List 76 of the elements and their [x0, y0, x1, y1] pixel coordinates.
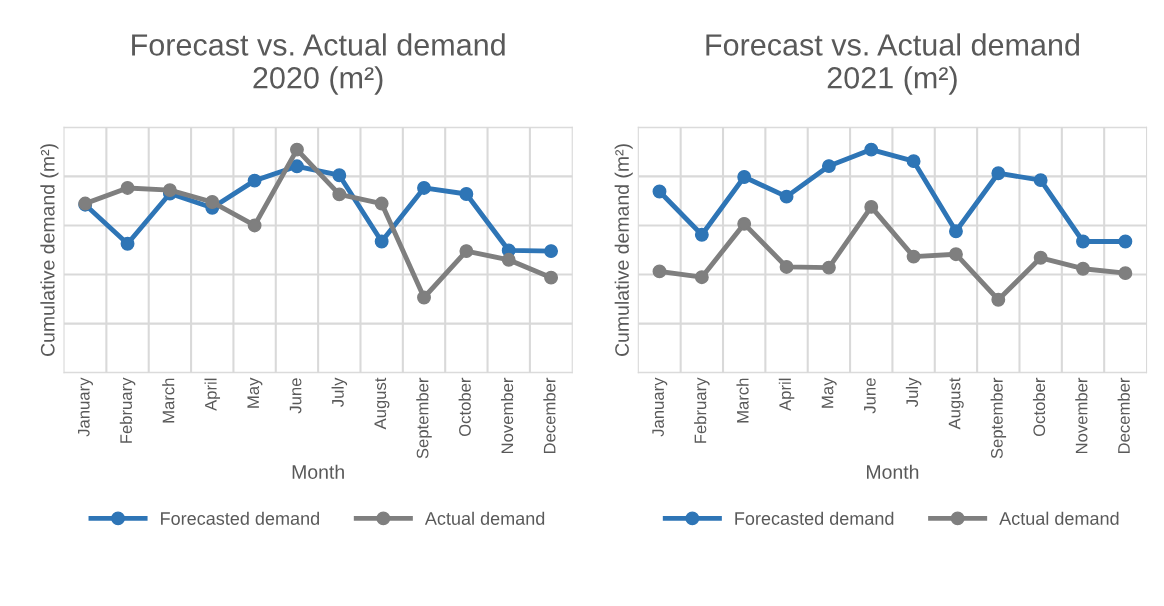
- x-tick-label: August: [374, 377, 390, 430]
- point: [501, 252, 516, 267]
- point: [949, 224, 963, 239]
- x-tick-label: June: [289, 378, 302, 414]
- point: [120, 181, 135, 195]
- chart-title: Forecast vs. Actual demand 2021 (m²): [706, 33, 1079, 95]
- point: [864, 142, 879, 157]
- point: [417, 181, 431, 195]
- point: [290, 142, 304, 157]
- x-tick-label: May: [821, 377, 837, 408]
- point: [332, 168, 347, 183]
- point: [1076, 234, 1090, 249]
- point: [821, 159, 836, 174]
- x-tick-label: April: [778, 378, 795, 411]
- point: [821, 260, 836, 275]
- point: [290, 159, 304, 174]
- x-tick-label: September: [990, 377, 1007, 459]
- point: [1033, 250, 1048, 265]
- x-tick-label: September: [416, 377, 432, 459]
- x-tick-label: February: [119, 377, 136, 443]
- point: [374, 234, 389, 249]
- x-tick-label: January: [78, 377, 93, 437]
- point: [459, 244, 474, 259]
- x-tick-label: October: [458, 377, 471, 437]
- point: [544, 244, 559, 259]
- x-axis-title: Month: [292, 464, 344, 479]
- x-tick-label: August: [948, 377, 964, 430]
- x-tick-label: November: [500, 377, 514, 454]
- point: [694, 227, 709, 242]
- point: [459, 187, 474, 201]
- x-tick-label: July: [905, 377, 922, 407]
- x-tick-label: November: [1075, 377, 1088, 454]
- point: [737, 216, 752, 231]
- legend-label: Forecasted demand: [735, 511, 894, 525]
- point: [652, 184, 667, 199]
- x-tick-label: June: [864, 378, 876, 414]
- point: [652, 264, 667, 279]
- point: [205, 195, 220, 209]
- point: [991, 292, 1006, 307]
- x-tick-label: April: [204, 378, 221, 411]
- x-tick-label: May: [247, 377, 263, 408]
- point: [779, 259, 794, 274]
- x-tick-label: July: [331, 377, 348, 407]
- x-axis-title: Month: [867, 464, 919, 479]
- point: [1033, 173, 1048, 188]
- point: [332, 187, 347, 202]
- x-tick-label: October: [1032, 377, 1046, 437]
- point: [417, 290, 431, 305]
- point: [247, 218, 262, 233]
- y-axis-title: Cumulative demand (m²): [614, 144, 633, 356]
- point: [247, 173, 262, 188]
- point: [949, 247, 963, 262]
- point: [779, 189, 794, 204]
- x-tick-label: March: [162, 378, 175, 423]
- point: [1118, 266, 1133, 281]
- y-axis-title: Cumulative demand (m²): [40, 144, 59, 356]
- point: [694, 270, 709, 285]
- point: [737, 170, 752, 184]
- point: [906, 249, 921, 264]
- point: [120, 236, 135, 251]
- point: [1118, 234, 1133, 249]
- legend-label: Actual demand: [999, 511, 1119, 525]
- legend-label: Forecasted demand: [161, 511, 319, 525]
- chart-title: Forecast vs. Actual demand 2020 (m²): [132, 33, 505, 95]
- x-tick-label: December: [543, 377, 556, 454]
- x-tick-label: December: [1117, 377, 1130, 454]
- point: [1076, 261, 1090, 276]
- point: [991, 166, 1006, 181]
- x-tick-label: January: [652, 377, 668, 437]
- x-tick-label: February: [694, 377, 710, 443]
- point: [864, 199, 879, 214]
- point: [374, 196, 389, 211]
- point: [544, 270, 559, 285]
- point: [906, 154, 921, 169]
- x-tick-label: March: [736, 378, 749, 423]
- legend-label: Actual demand: [424, 511, 545, 525]
